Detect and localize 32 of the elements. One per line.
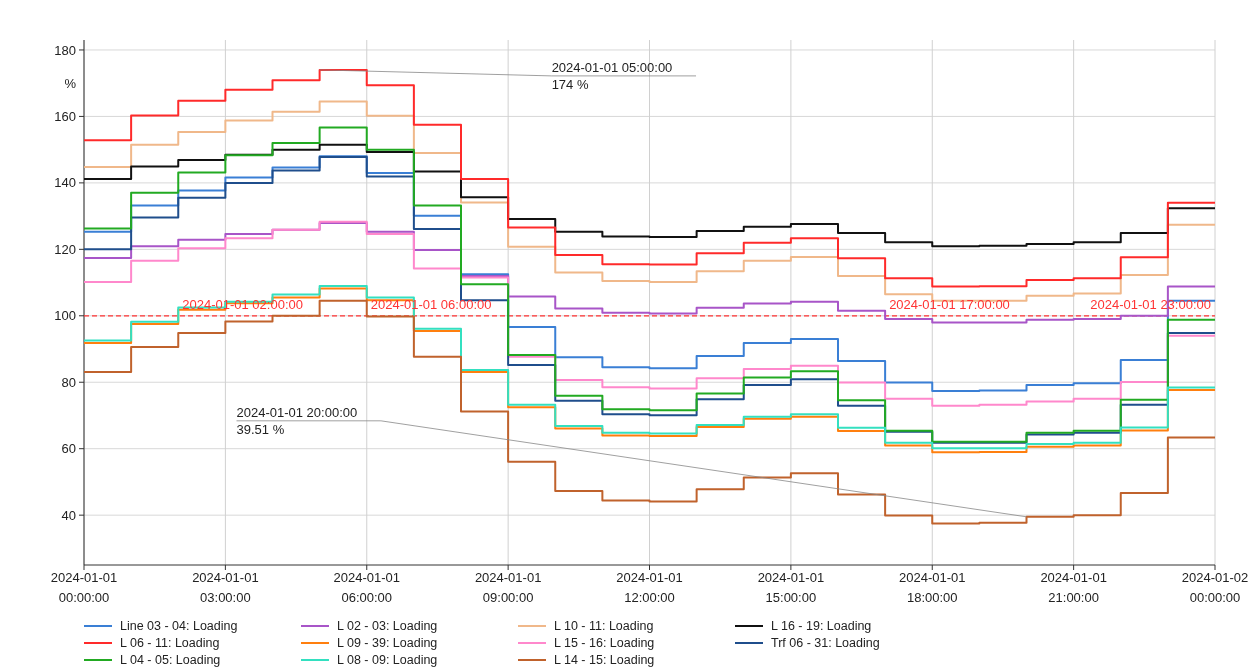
legend-label: L 08 - 09: Loading [337,653,438,668]
x-tick-label: 2024-01-01 18:00:00 [899,570,966,605]
y-tick-label: 100 [54,308,76,324]
legend-label: Line 03 - 04: Loading [120,619,238,634]
legend-label: L 16 - 19: Loading [771,619,872,634]
x-tick-label: 2024-01-01 03:00:00 [192,570,259,605]
annotation: 2024-01-01 20:00:00 39.51 % [236,404,358,437]
legend-label: L 09 - 39: Loading [337,636,438,651]
x-tick-label: 2024-01-01 15:00:00 [757,570,825,605]
y-tick-label: 40 [61,507,76,523]
legend-label: Trf 06 - 31: Loading [771,636,880,651]
y-tick-label: 80 [61,374,76,390]
y-tick-label: 160 [54,108,76,124]
y-tick-label: 120 [54,241,76,257]
x-tick-label: 2024-01-01 00:00:00 [50,570,118,605]
y-tick-label: 140 [54,175,76,191]
legend-label: L 14 - 15: Loading [554,653,655,668]
annotation: 2024-01-01 17:00:00 [889,296,1010,312]
legend-label: L 15 - 16: Loading [554,636,655,651]
x-tick-label: 2024-01-01 12:00:00 [616,570,683,605]
x-tick-label: 2024-01-01 06:00:00 [333,570,400,605]
legend-label: L 02 - 03: Loading [337,619,438,634]
y-axis-title: % [64,75,77,91]
x-tick-label: 2024-01-01 21:00:00 [1040,570,1107,605]
legend-label: L 04 - 05: Loading [120,653,221,668]
legend-label: L 10 - 11: Loading [554,619,654,634]
y-tick-label: 60 [61,441,76,457]
legend-label: L 06 - 11: Loading [120,636,220,651]
x-tick-label: 2024-01-01 09:00:00 [474,570,542,605]
annotation: 2024-01-01 05:00:00 174 % [551,59,673,92]
y-tick-label: 180 [54,42,76,58]
x-tick-label: 2024-01-02 00:00:00 [1181,570,1249,605]
